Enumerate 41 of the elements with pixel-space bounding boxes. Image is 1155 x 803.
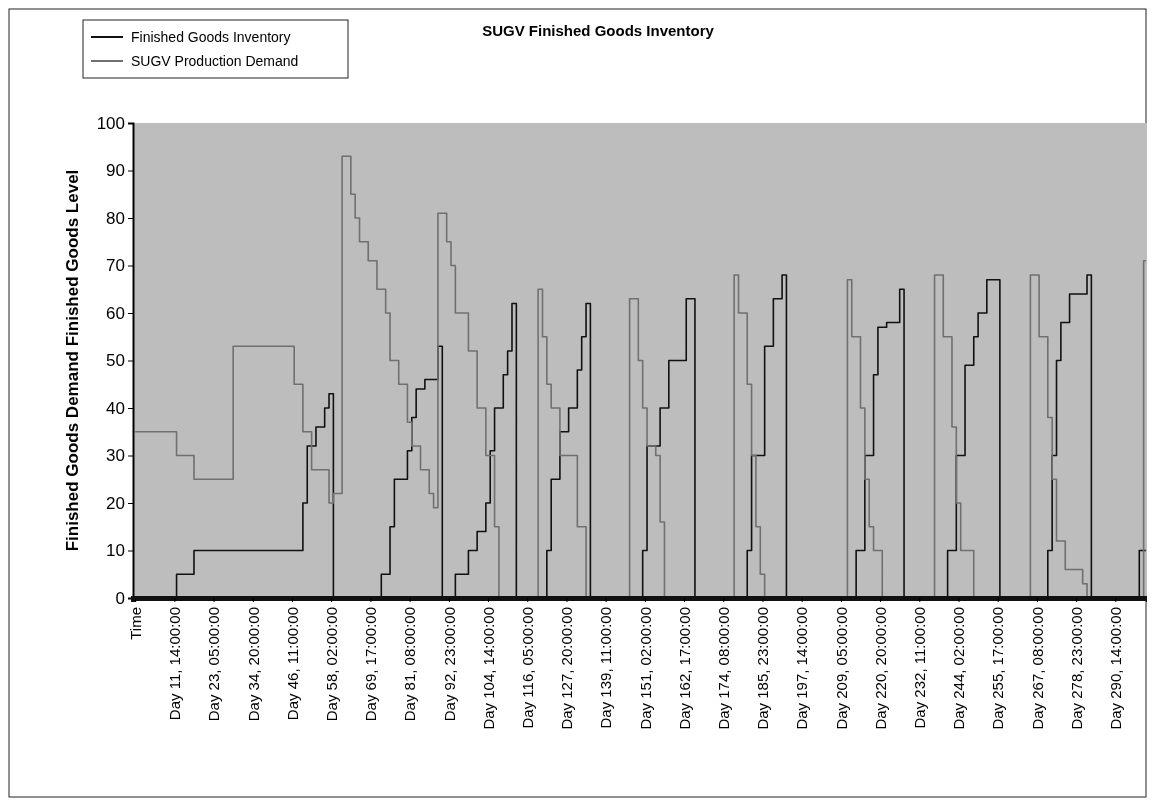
legend-label: SUGV Production Demand [131,53,299,69]
x-tick-label: Day 23, 05:00:00 [205,607,223,722]
x-tick-label: Day 139, 11:00:00 [597,607,615,729]
x-tick-label: Day 151, 02:00:00 [636,607,654,730]
x-tick-label: Day 69, 17:00:00 [362,607,380,722]
x-tick-label: Time [126,607,144,640]
y-tick-label: 30 [106,446,125,466]
x-tick-label: Day 174, 08:00:00 [715,607,733,730]
x-tick-label: Day 127, 20:00:00 [558,607,576,730]
x-tick-label: Day 255, 17:00:00 [989,607,1007,730]
y-tick-label: 40 [106,398,125,418]
y-tick-label: 80 [106,208,125,228]
x-tick-label: Day 278, 23:00:00 [1067,607,1085,730]
y-tick-label: 50 [106,351,125,371]
x-tick-label: Day 81, 08:00:00 [401,607,419,722]
x-tick-label: Day 209, 05:00:00 [832,607,850,730]
x-tick-label: Day 244, 02:00:00 [950,607,968,730]
x-tick-label: Day 11, 14:00:00 [166,607,184,721]
x-tick-label: Day 162, 17:00:00 [675,607,693,730]
x-tick-label: Day 116, 05:00:00 [518,607,536,729]
x-tick-label: Day 34, 20:00:00 [244,607,262,722]
y-tick-label: 0 [115,588,125,608]
y-tick-label: 10 [106,541,125,561]
x-tick-label: Day 58, 02:00:00 [322,607,340,722]
x-tick-label: Day 92, 23:00:00 [440,607,458,722]
x-tick-label: Day 185, 23:00:00 [754,607,772,730]
y-tick-label: 60 [106,303,125,323]
x-tick-label: Day 232, 11:00:00 [911,607,929,729]
x-tick-label: Day 290, 14:00:00 [1107,607,1125,730]
y-axis-title: Finished Goods Demand Finished Goods Level [63,169,82,552]
x-tick-label: Day 104, 14:00:00 [479,607,497,730]
y-tick-label: 70 [106,256,125,276]
x-tick-label: Day 46, 11:00:00 [283,607,301,721]
x-tick-label: Day 267, 08:00:00 [1028,607,1046,730]
y-tick-label: 100 [96,113,125,133]
legend-label: Finished Goods Inventory [131,29,291,45]
y-tick-label: 20 [106,493,125,513]
x-tick-label: Day 220, 20:00:00 [871,607,889,730]
y-tick-label: 90 [106,161,125,181]
x-tick-label: Day 197, 14:00:00 [793,607,811,730]
chart-title: SUGV Finished Goods Inventory [482,22,715,39]
